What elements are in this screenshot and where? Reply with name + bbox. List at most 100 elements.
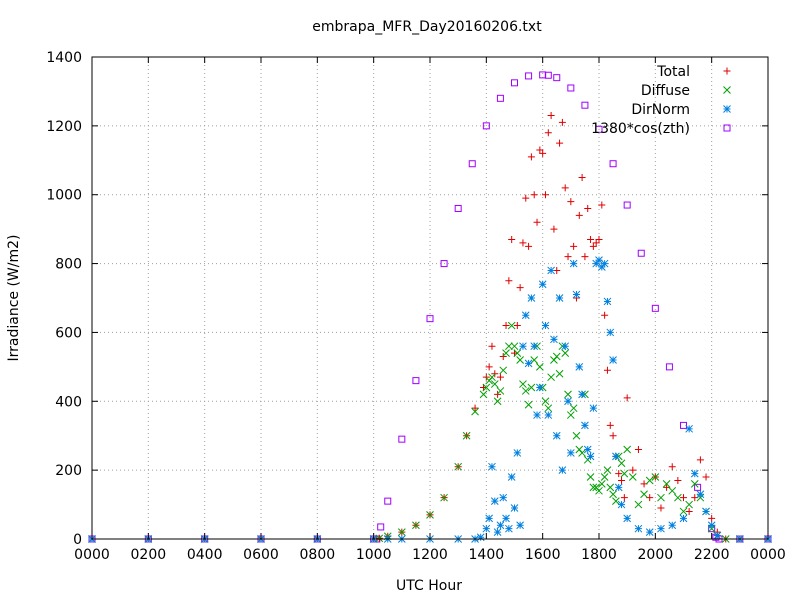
- diffuse-point: [564, 390, 572, 399]
- 1380-cos-zth-point: [665, 363, 673, 371]
- dirnorm-point: [600, 259, 609, 268]
- 1380-cos-zth-point: [680, 421, 687, 429]
- diffuse-point: [552, 352, 561, 361]
- y-tick-label: 1400: [46, 50, 82, 66]
- total-point: [609, 432, 617, 440]
- diffuse-point: [507, 321, 516, 330]
- total-point: [516, 284, 524, 292]
- diffuse-point: [561, 349, 570, 357]
- dirnorm-point: [690, 469, 699, 478]
- diffuse-point: [645, 476, 654, 485]
- diffuse-point: [606, 483, 615, 492]
- dirnorm-point: [550, 335, 558, 344]
- legend: Total Diffuse DirNorm 1380*cos(zth): [591, 64, 731, 137]
- dirnorm-point: [713, 531, 722, 540]
- diffuse-point: [530, 356, 539, 364]
- dirnorm-point: [519, 342, 527, 351]
- total-point: [508, 235, 516, 243]
- total-point: [527, 153, 535, 161]
- diffuse-point: [586, 473, 595, 481]
- diffuse-point: [521, 387, 530, 395]
- total-point: [525, 242, 533, 250]
- dirnorm-point: [581, 421, 589, 430]
- x-axis: 0000 0200 0400 0600 0800 1000 1200 1400 1600 1800…: [74, 57, 786, 563]
- diffuse-point: [527, 383, 536, 392]
- diffuse-point: [513, 349, 522, 357]
- dirnorm-point: [617, 500, 626, 509]
- total-point: [708, 514, 716, 522]
- total-point: [618, 476, 626, 484]
- dirnorm-point: [490, 497, 499, 505]
- y-tick-label: 400: [55, 394, 82, 410]
- total-point: [575, 211, 583, 219]
- 1380-cos-zth-point: [567, 84, 575, 92]
- total-point: [601, 311, 609, 319]
- total-point: [567, 198, 575, 206]
- diffuse-point: [634, 500, 643, 509]
- 1380-cos-zth-point: [468, 160, 476, 168]
- diffuse-point: [502, 349, 510, 357]
- diffuse-point: [620, 469, 629, 478]
- x-tick-label: 0200: [131, 547, 167, 563]
- y-tick-label: 200: [55, 463, 82, 479]
- x-tick-label: 0000: [74, 547, 110, 563]
- dirnorm-point: [685, 424, 693, 433]
- chart-title: embrapa_MFR_Day20160206.txt: [312, 19, 542, 35]
- dirnorm-point: [623, 514, 632, 523]
- diffuse-point: [516, 356, 524, 364]
- diffuse-point: [662, 480, 671, 488]
- 1380-cos-zth-point: [440, 260, 448, 268]
- y-tick-label: 1000: [46, 188, 82, 204]
- dirnorm-point: [476, 533, 485, 542]
- dirnorm-point: [564, 397, 572, 406]
- dirnorm-point: [502, 514, 510, 523]
- dirnorm-point: [524, 359, 533, 368]
- x-tick-label: 0400: [187, 547, 223, 563]
- 1380-cos-zth-point: [496, 94, 504, 102]
- diffuse-point: [482, 383, 491, 392]
- dirnorm-point: [578, 390, 586, 399]
- dirnorm-point: [505, 524, 513, 533]
- dirnorm-point: [609, 356, 617, 364]
- total-point: [502, 322, 510, 330]
- dirnorm-point: [634, 524, 643, 533]
- 1380-cos-zth-point: [553, 74, 561, 82]
- 1380-cos-zth-point: [412, 377, 420, 385]
- legend-marker-dirnorm: [723, 105, 731, 113]
- dirnorm-point: [547, 266, 555, 275]
- total-point: [488, 342, 496, 350]
- diffuse-point: [479, 390, 488, 399]
- total-point: [539, 149, 547, 157]
- diffuse-point: [397, 528, 406, 536]
- legend-label-1380-cos-zth: 1380*cos(zth): [591, 121, 690, 137]
- dirnorm-point: [488, 462, 496, 471]
- x-tick-label: 2000: [638, 547, 674, 563]
- total-point: [584, 204, 592, 212]
- dirnorm-point: [679, 514, 688, 523]
- diffuse-point: [595, 486, 603, 495]
- total-point: [564, 253, 572, 261]
- diffuse-point: [496, 387, 505, 395]
- total-point: [558, 118, 566, 126]
- total-point: [587, 235, 595, 243]
- diffuse-point: [426, 511, 434, 519]
- dirnorm-point: [707, 521, 716, 530]
- diffuse-point: [628, 473, 637, 481]
- 1380-cos-zth-point: [426, 315, 434, 323]
- diffuse-point: [597, 480, 606, 488]
- diffuse-point: [555, 369, 564, 378]
- diffuse-point: [566, 411, 575, 419]
- dirnorm-point: [589, 404, 598, 413]
- 1380-cos-zth-point: [637, 249, 645, 257]
- x-tick-label: 1000: [356, 547, 392, 563]
- dirnorm-point: [702, 507, 710, 516]
- x-axis-title: UTC Hour: [396, 578, 462, 594]
- total-point: [550, 225, 558, 233]
- y-axis-title: Irradiance (W/m2): [6, 235, 22, 362]
- dirnorm-point: [552, 431, 561, 440]
- diffuse-point: [623, 445, 632, 454]
- dirnorm-point: [569, 259, 578, 268]
- diffuse-point: [690, 480, 699, 488]
- x-tick-label: 1600: [525, 547, 561, 563]
- total-point: [578, 174, 586, 181]
